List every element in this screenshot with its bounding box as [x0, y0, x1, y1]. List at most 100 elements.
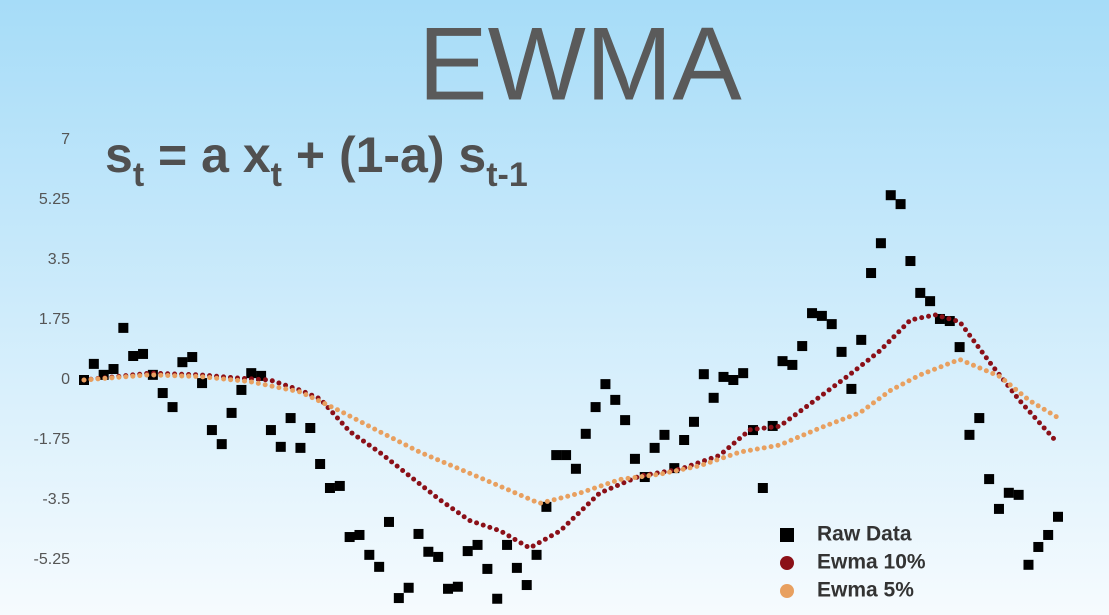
raw-point: [334, 480, 345, 491]
raw-point: [866, 268, 877, 279]
raw-point: [138, 348, 149, 359]
raw-point: [649, 442, 660, 453]
y-tick-label: -5.25: [34, 551, 71, 568]
raw-point: [915, 287, 926, 298]
raw-point: [797, 341, 808, 352]
raw-point: [364, 549, 375, 560]
raw-point: [128, 351, 139, 361]
y-tick-label: 3.5: [48, 251, 70, 268]
raw-point: [610, 394, 621, 405]
raw-point: [413, 528, 424, 539]
raw-point: [708, 392, 719, 403]
raw-point: [934, 313, 945, 324]
raw-point: [925, 296, 936, 307]
raw-point: [265, 425, 276, 436]
raw-point: [1033, 541, 1044, 552]
raw-point: [492, 593, 503, 604]
raw-point: [502, 539, 513, 550]
raw-point: [807, 308, 818, 319]
raw-point: [462, 546, 473, 557]
raw-point: [452, 581, 463, 592]
raw-point: [482, 563, 493, 574]
raw-point: [216, 439, 227, 450]
formula: st = a xt + (1-a) st-1: [105, 127, 528, 194]
raw-point: [275, 441, 286, 452]
ewma-line: [81, 356, 1061, 507]
raw-point: [757, 483, 768, 493]
raw-point: [826, 319, 837, 330]
raw-point: [383, 516, 394, 527]
raw-point: [443, 583, 454, 594]
raw-point: [1043, 529, 1054, 540]
formula-part: = a x: [144, 127, 271, 183]
legend-marker: [780, 556, 794, 570]
raw-point: [1013, 489, 1024, 500]
raw-point: [718, 371, 729, 382]
raw-point: [629, 453, 640, 464]
raw-point: [669, 463, 680, 474]
raw-point: [905, 256, 916, 267]
raw-point: [197, 378, 208, 389]
legend-label: Ewma 10%: [817, 551, 926, 574]
raw-point: [580, 428, 591, 439]
raw-point: [1053, 511, 1063, 522]
chart-title: EWMA: [418, 6, 742, 122]
raw-point: [728, 375, 739, 385]
raw-point: [984, 474, 995, 485]
y-tick-label: 5.25: [39, 191, 70, 208]
raw-point: [993, 503, 1004, 514]
raw-point: [1023, 559, 1034, 570]
raw-point: [954, 342, 965, 353]
raw-point: [167, 402, 178, 413]
raw-point: [964, 429, 975, 440]
raw-point: [98, 369, 109, 380]
formula-subscript: t-1: [486, 156, 528, 194]
raw-point: [551, 450, 562, 461]
y-tick-label: 1.75: [39, 311, 70, 328]
raw-point: [816, 310, 827, 321]
raw-point: [295, 442, 306, 453]
raw-point: [393, 593, 404, 604]
raw-point: [305, 423, 316, 433]
legend-marker: [780, 584, 794, 598]
raw-point: [206, 425, 217, 436]
raw-point: [246, 368, 257, 379]
raw-point: [777, 356, 788, 367]
raw-point: [511, 562, 522, 573]
raw-point: [679, 435, 690, 445]
raw-point: [1003, 487, 1014, 498]
raw-point: [108, 364, 119, 375]
raw-point: [256, 370, 267, 381]
y-tick-label: -3.5: [42, 491, 70, 508]
raw-point: [324, 483, 335, 493]
raw-point: [177, 357, 188, 368]
ewma-line: [81, 312, 1061, 551]
raw-point: [433, 551, 444, 562]
raw-point: [895, 199, 906, 210]
y-tick-label: -1.75: [34, 431, 71, 448]
raw-point: [748, 425, 759, 436]
raw-point: [403, 582, 414, 593]
raw-point: [285, 413, 296, 424]
y-tick-label: 7: [61, 131, 70, 148]
raw-point: [88, 358, 99, 369]
raw-point: [423, 546, 434, 557]
legend-marker: [780, 528, 794, 542]
raw-point: [875, 238, 886, 249]
raw-point: [541, 501, 552, 512]
raw-point: [118, 322, 129, 333]
raw-point: [659, 429, 670, 440]
raw-point: [738, 368, 749, 379]
raw-point: [531, 549, 542, 560]
raw-point: [472, 539, 483, 550]
raw-point: [885, 190, 896, 201]
raw-point: [187, 352, 198, 363]
raw-point: [974, 413, 985, 424]
raw-point: [315, 459, 326, 469]
raw-point: [561, 450, 572, 461]
raw-point: [344, 532, 355, 543]
legend-label: Ewma 5%: [817, 579, 914, 602]
raw-point: [600, 379, 611, 390]
